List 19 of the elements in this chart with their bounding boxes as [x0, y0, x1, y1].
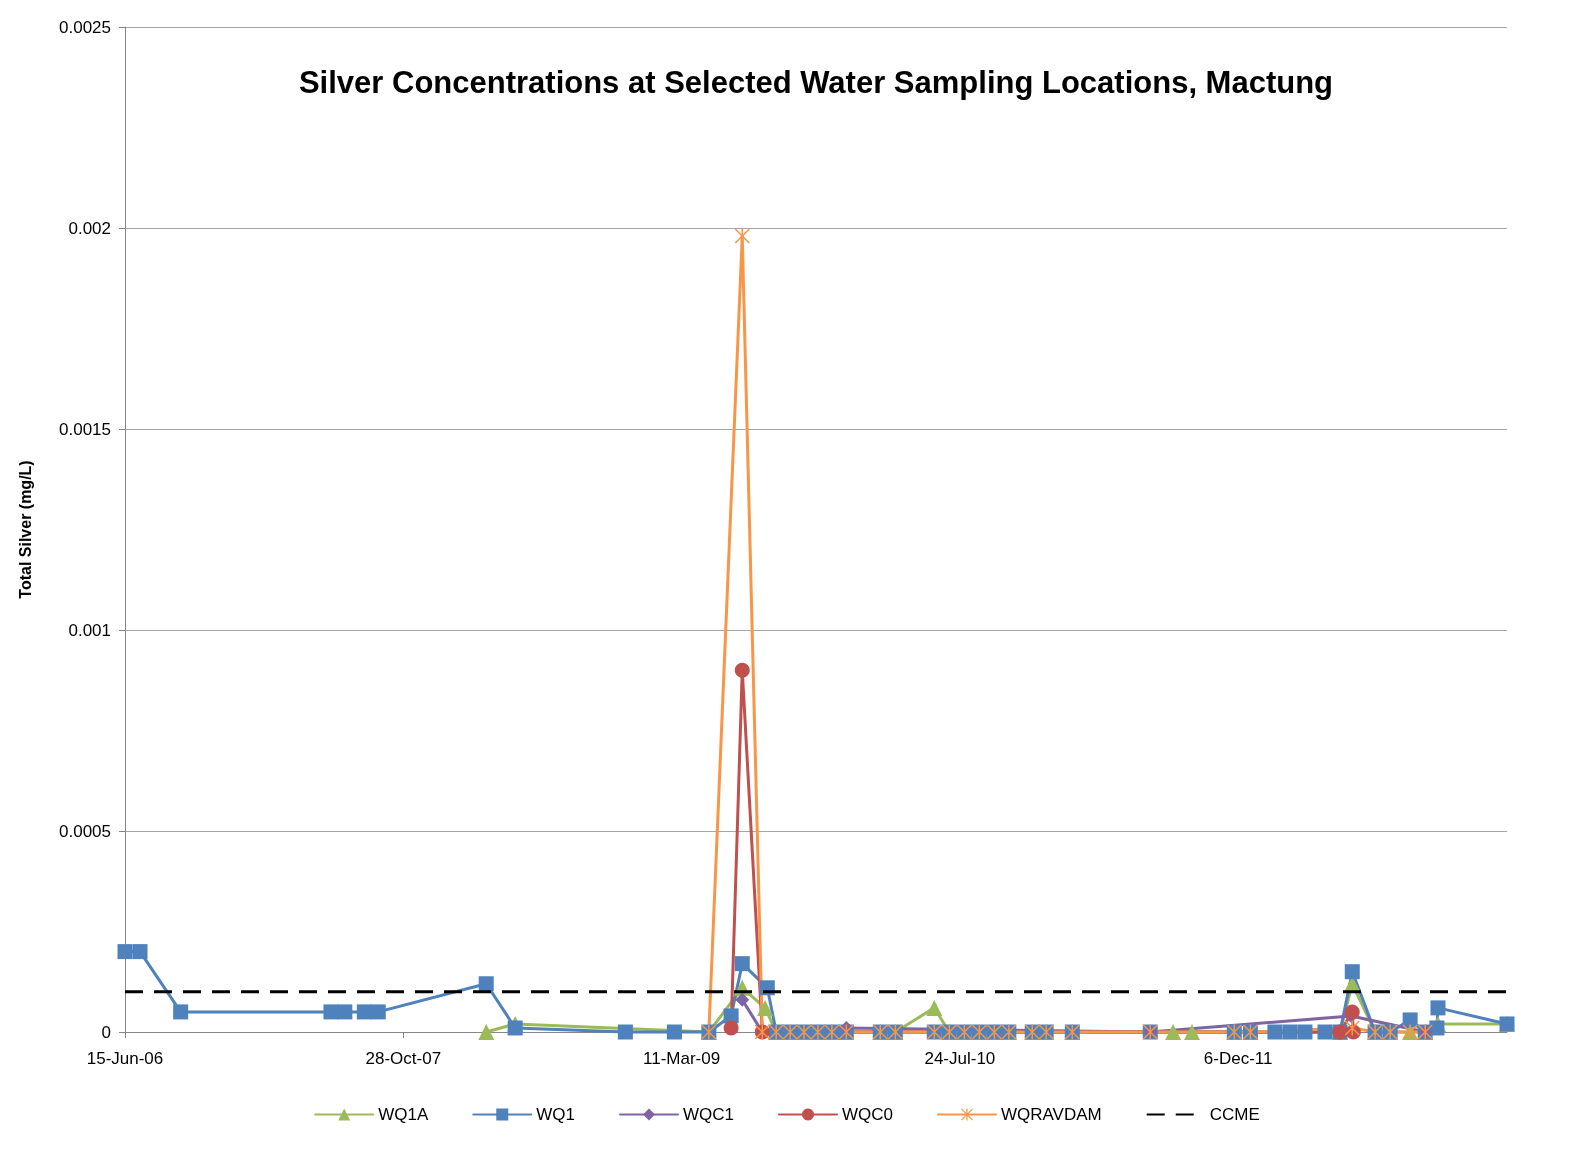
- x-tick-label: 24-Jul-10: [924, 1049, 996, 1068]
- x-tick-label: 28-Oct-07: [365, 1049, 442, 1068]
- legend-label: CCME: [1209, 1105, 1260, 1124]
- legend-label: WQ1: [536, 1105, 576, 1124]
- legend-label: WQC0: [842, 1105, 893, 1124]
- x-tick-label: 15-Jun-06: [86, 1049, 164, 1068]
- legend-label: WQ1A: [378, 1105, 429, 1124]
- x-tick-label: 11-Mar-09: [643, 1049, 721, 1068]
- y-tick-label: 0.0025: [59, 17, 111, 37]
- y-tick-label: 0.0005: [59, 821, 111, 841]
- x-tick-label: 6-Dec-11: [1203, 1049, 1273, 1068]
- legend-label: WQC1: [683, 1105, 734, 1124]
- y-tick-label: 0.002: [68, 218, 111, 238]
- text: Silver Concentrations at Selected Water Sampling Locations, Mactung: [298, 65, 1334, 100]
- legend-label: WQRAVDAM: [1001, 1105, 1102, 1124]
- y-tick-label: 0.001: [68, 620, 111, 640]
- y-axis-title: Total Silver (mg/L): [16, 460, 34, 599]
- y-tick-label: 0: [101, 1022, 111, 1042]
- y-tick-label: 0.0015: [59, 419, 111, 439]
